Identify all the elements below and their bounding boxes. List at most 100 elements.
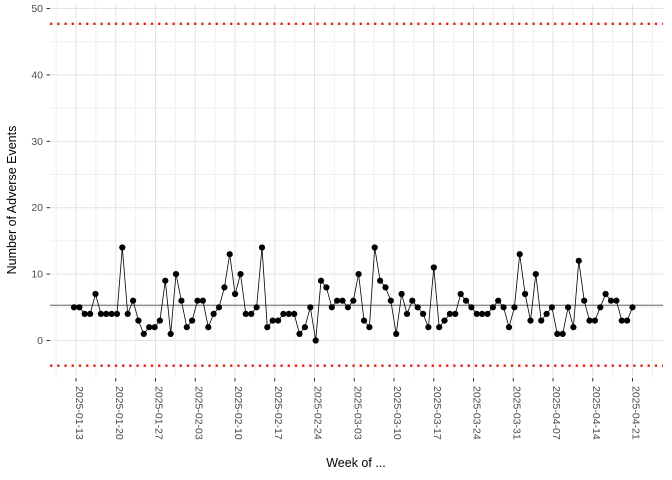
data-point — [226, 251, 233, 258]
data-point — [554, 330, 561, 337]
data-point — [172, 271, 180, 278]
data-point — [548, 304, 556, 311]
data-point — [199, 297, 206, 304]
data-point — [312, 337, 319, 344]
y-tick-label: 30 — [31, 136, 43, 148]
data-point — [436, 324, 443, 331]
data-point — [607, 297, 615, 304]
data-point — [189, 317, 196, 324]
data-point — [446, 310, 453, 317]
data-point — [538, 317, 545, 324]
data-point — [285, 310, 292, 317]
data-point — [570, 324, 577, 331]
data-point — [387, 297, 394, 304]
data-point — [81, 310, 88, 317]
data-point — [452, 310, 459, 317]
y-tick-label: 20 — [31, 202, 43, 214]
data-point — [151, 324, 158, 331]
data-point — [414, 304, 421, 311]
data-point — [403, 310, 411, 317]
x-tick-label: 2025-03-31 — [510, 386, 522, 440]
data-point — [479, 310, 486, 317]
data-point — [291, 310, 298, 317]
data-point — [350, 297, 357, 304]
data-point — [581, 297, 588, 304]
data-point — [355, 271, 362, 278]
data-point — [307, 304, 314, 311]
data-point — [629, 304, 636, 311]
data-point — [382, 284, 389, 291]
data-point — [140, 330, 147, 337]
data-point — [108, 310, 115, 317]
data-point — [178, 297, 185, 304]
axis-tick-labels: 0 10 20 30 40 50 2025-01-13 2025-01-20 2025-01-2… — [31, 3, 641, 440]
data-point — [97, 310, 104, 317]
data-point — [113, 310, 121, 317]
data-point — [597, 304, 604, 311]
data-point — [430, 264, 437, 271]
data-point — [575, 257, 582, 264]
data-point — [194, 297, 201, 304]
data-point — [205, 324, 212, 331]
data-point — [183, 324, 190, 331]
data-point — [511, 304, 518, 311]
x-tick-label: 2025-01-13 — [73, 386, 85, 440]
data-point — [613, 297, 620, 304]
x-tick-label: 2025-04-14 — [590, 386, 602, 440]
x-tick-label: 2025-02-10 — [232, 386, 244, 440]
data-point — [602, 290, 609, 298]
y-tick-label: 10 — [31, 269, 43, 281]
data-point — [484, 310, 491, 317]
data-point — [119, 244, 126, 251]
data-point — [87, 310, 94, 317]
data-point — [371, 244, 378, 251]
x-tick-label: 2025-04-21 — [630, 386, 642, 440]
data-point — [420, 310, 427, 317]
data-point — [258, 244, 266, 251]
x-tick-label: 2025-01-20 — [113, 386, 125, 440]
data-point — [457, 290, 464, 298]
data-point — [489, 304, 496, 311]
x-axis-title: Week of ... — [326, 456, 386, 470]
data-point — [473, 310, 480, 317]
series-line — [74, 247, 633, 341]
data-point — [253, 304, 260, 311]
data-point — [328, 304, 335, 311]
data-point — [124, 310, 131, 317]
y-tick-label: 40 — [31, 69, 43, 81]
series-group — [70, 244, 636, 344]
data-point — [339, 297, 346, 304]
data-point — [323, 284, 330, 291]
x-tick-label: 2025-04-07 — [550, 386, 562, 440]
data-point — [409, 297, 416, 304]
data-point — [441, 317, 448, 324]
control-limit-lines — [50, 22, 663, 367]
y-tick-label: 50 — [31, 3, 43, 15]
data-point — [232, 290, 239, 298]
data-point — [591, 317, 599, 324]
data-point — [532, 271, 539, 278]
data-point — [269, 317, 276, 324]
data-point — [398, 290, 405, 298]
data-point — [146, 324, 153, 331]
data-point — [618, 317, 625, 324]
x-tick-label: 2025-03-17 — [431, 386, 443, 440]
data-point — [516, 251, 523, 258]
data-point — [248, 310, 255, 317]
x-tick-label: 2025-03-03 — [351, 386, 363, 440]
data-point — [624, 317, 631, 324]
data-point — [135, 317, 142, 324]
data-point — [264, 324, 271, 331]
data-point — [242, 310, 249, 317]
data-point — [462, 297, 470, 304]
gridlines — [50, 4, 663, 378]
data-point — [76, 304, 83, 311]
x-tick-label: 2025-03-24 — [471, 386, 483, 440]
data-point — [215, 304, 223, 311]
data-point — [565, 304, 572, 311]
x-tick-label: 2025-03-10 — [391, 386, 403, 440]
data-point — [296, 330, 303, 337]
data-point — [237, 271, 244, 278]
data-point — [543, 310, 550, 317]
